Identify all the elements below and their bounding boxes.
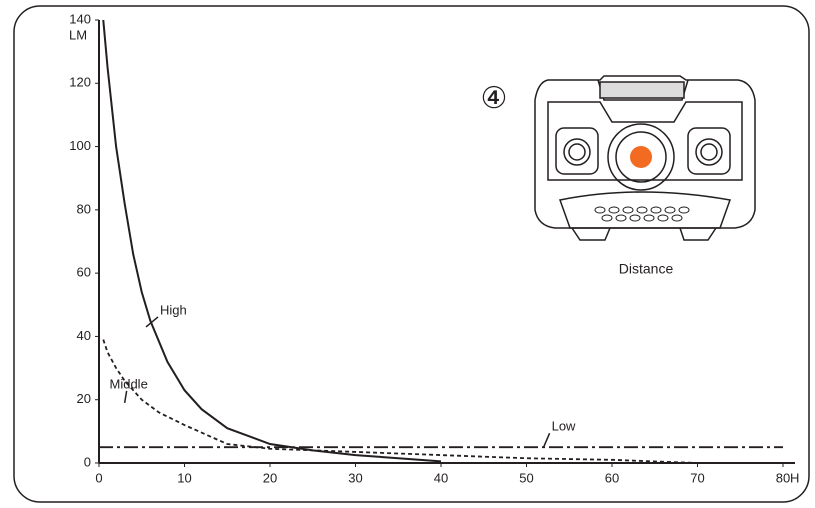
- x-axis-label: H: [790, 470, 799, 485]
- y-tick-label: 40: [77, 328, 91, 343]
- x-tick-label: 0: [95, 470, 102, 485]
- headlamp-illustration: [534, 75, 756, 241]
- y-tick-label: 0: [84, 454, 91, 469]
- y-tick-label: 60: [77, 265, 91, 280]
- y-tick-label: 100: [69, 138, 91, 153]
- inset-marker: ④: [481, 82, 508, 115]
- x-tick-label: 30: [348, 470, 362, 485]
- y-tick-label: 80: [77, 201, 91, 216]
- buttons: [594, 206, 690, 222]
- x-tick-label: 70: [690, 470, 704, 485]
- y-tick-label: 120: [69, 75, 91, 90]
- frame: [13, 5, 810, 503]
- series-label: Low: [552, 419, 576, 434]
- x-tick-label: 60: [605, 470, 619, 485]
- x-tick-label: 20: [263, 470, 277, 485]
- inset-caption: Distance: [619, 261, 674, 277]
- x-tick-label: 40: [434, 470, 448, 485]
- series-line: [102, 19, 442, 463]
- series-label: Middle: [110, 376, 148, 391]
- x-tick-label: 80: [776, 470, 790, 485]
- y-tick-label: 140: [69, 11, 91, 26]
- y-axis-label: LM: [69, 27, 87, 42]
- lamp-led: [630, 146, 652, 168]
- y-tick-label: 20: [77, 391, 91, 406]
- label-pointer: [145, 316, 159, 328]
- x-tick-label: 50: [519, 470, 533, 485]
- series-label: High: [160, 302, 187, 317]
- label-pointer: [123, 390, 128, 404]
- x-tick-label: 10: [177, 470, 191, 485]
- label-pointer: [542, 432, 551, 448]
- series-line: [102, 339, 698, 464]
